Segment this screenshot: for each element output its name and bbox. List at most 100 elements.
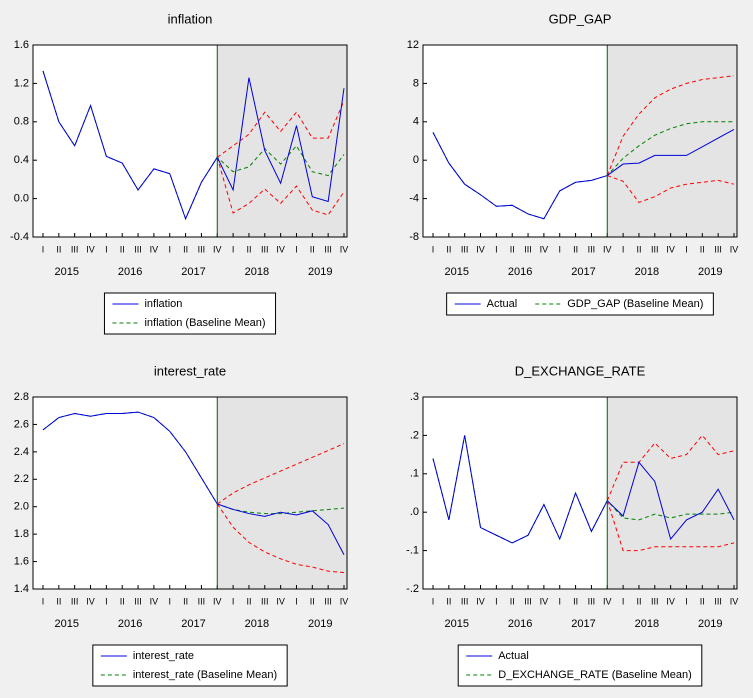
legend-label: interest_rate	[133, 650, 194, 662]
x-tick-label: II	[56, 244, 61, 254]
x-tick-label: III	[714, 244, 722, 254]
x-tick-label: II	[310, 244, 315, 254]
x-tick-label: IV	[213, 596, 222, 606]
x-tick-label: III	[261, 596, 269, 606]
x-tick-label: I	[495, 244, 498, 254]
x-year-label: 2016	[118, 266, 142, 278]
y-tick-label: 2.6	[14, 418, 29, 430]
y-tick-label: 0	[413, 154, 419, 166]
x-tick-label: III	[324, 596, 332, 606]
legend-box	[92, 644, 288, 687]
legend-label: inflation (Baseline Mean)	[144, 317, 265, 329]
x-year-label: 2018	[245, 266, 269, 278]
x-tick-label: II	[700, 596, 705, 606]
y-tick-label: 12	[407, 39, 419, 51]
x-year-label: 2017	[181, 618, 205, 630]
x-tick-label: I	[168, 244, 171, 254]
x-year-label: 2015	[445, 266, 469, 278]
x-tick-label: IV	[603, 244, 612, 254]
y-tick-label: -.1	[406, 545, 419, 557]
forecast-shade	[607, 397, 737, 589]
legend-label: GDP_GAP (Baseline Mean)	[567, 298, 703, 310]
y-tick-label: -0.4	[10, 231, 29, 243]
legend-label: D_EXCHANGE_RATE (Baseline Mean)	[498, 669, 692, 681]
y-tick-label: 2.8	[14, 391, 29, 403]
x-tick-label: IV	[86, 244, 95, 254]
x-tick-label: II	[636, 244, 641, 254]
legend-box	[457, 644, 703, 687]
y-tick-label: 0.8	[14, 116, 29, 128]
x-tick-label: II	[573, 596, 578, 606]
x-tick-label: II	[573, 244, 578, 254]
legend-label: interest_rate (Baseline Mean)	[133, 669, 277, 681]
x-tick-label: III	[651, 596, 659, 606]
y-tick-label: 2.2	[14, 473, 29, 485]
y-tick-label: 1.4	[14, 583, 29, 595]
x-tick-label: IV	[276, 596, 285, 606]
legend-box	[446, 292, 714, 316]
x-year-label: 2017	[571, 618, 595, 630]
x-tick-label: I	[42, 596, 45, 606]
forecast-shade	[217, 45, 347, 237]
x-tick-label: I	[232, 596, 235, 606]
forecast-band	[216, 443, 345, 505]
x-tick-label: III	[714, 596, 722, 606]
x-tick-label: I	[558, 596, 561, 606]
x-tick-label: II	[510, 244, 515, 254]
y-tick-label: 1.6	[14, 555, 29, 567]
legend-label: Actual	[487, 298, 518, 310]
x-tick-label: III	[261, 244, 269, 254]
x-tick-label: I	[105, 244, 108, 254]
x-tick-label: III	[461, 596, 469, 606]
legend-label: Actual	[498, 650, 529, 662]
legend-label: inflation	[144, 298, 182, 310]
x-tick-label: III	[324, 244, 332, 254]
x-tick-label: I	[685, 596, 688, 606]
x-tick-label: I	[168, 596, 171, 606]
series-line	[42, 411, 345, 515]
x-year-label: 2016	[508, 266, 532, 278]
x-tick-label: III	[71, 244, 79, 254]
x-tick-label: II	[183, 596, 188, 606]
y-tick-label: 0.0	[14, 193, 29, 205]
x-tick-label: I	[105, 596, 108, 606]
forecast-band	[216, 157, 345, 216]
y-tick-label: 4	[413, 116, 419, 128]
x-tick-label: II	[510, 596, 515, 606]
legend-box	[103, 292, 277, 335]
series-line	[432, 435, 735, 544]
x-tick-label: III	[134, 596, 142, 606]
x-tick-label: IV	[213, 244, 222, 254]
forecast-shade	[217, 397, 347, 589]
y-tick-label: 1.8	[14, 528, 29, 540]
x-tick-label: II	[700, 244, 705, 254]
x-year-label: 2016	[118, 618, 142, 630]
x-tick-label: III	[651, 244, 659, 254]
x-tick-label: III	[524, 596, 532, 606]
x-tick-label: III	[134, 244, 142, 254]
x-tick-label: II	[246, 244, 251, 254]
y-tick-label: 1.6	[14, 39, 29, 51]
series-line	[42, 411, 345, 555]
y-tick-label: 1.2	[14, 77, 29, 89]
x-tick-label: I	[622, 244, 625, 254]
y-tick-label: .1	[410, 468, 419, 480]
x-tick-label: II	[446, 244, 451, 254]
x-tick-label: III	[524, 244, 532, 254]
x-year-label: 2017	[571, 266, 595, 278]
x-year-label: 2018	[635, 266, 659, 278]
x-tick-label: II	[183, 244, 188, 254]
plot-frame	[422, 44, 738, 238]
x-tick-label: I	[42, 244, 45, 254]
x-tick-label: I	[295, 244, 298, 254]
x-tick-label: I	[295, 596, 298, 606]
x-tick-label: IV	[540, 596, 549, 606]
y-tick-label: 2.4	[14, 446, 29, 458]
x-year-label: 2019	[698, 618, 722, 630]
x-year-label: 2016	[508, 618, 532, 630]
y-tick-label: -4	[409, 193, 419, 205]
y-tick-label: -.2	[406, 583, 419, 595]
y-tick-label: 0.4	[14, 154, 29, 166]
x-tick-label: IV	[86, 596, 95, 606]
series-line	[42, 70, 345, 221]
